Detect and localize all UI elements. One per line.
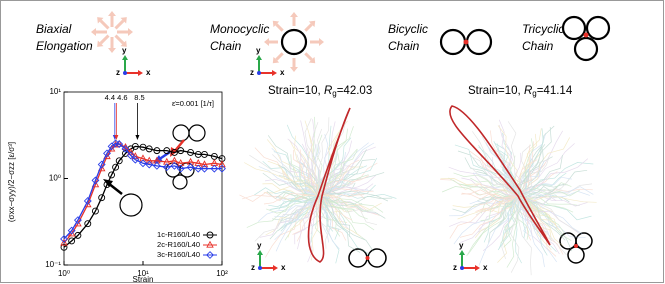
annotation-label: 4.4 (105, 93, 115, 102)
legend-label: 1c-R160/L40 (157, 230, 200, 239)
snapshot-value: =42.03 (337, 85, 373, 97)
axis-letter: x (146, 68, 151, 77)
stretch-arrow-head (128, 28, 133, 36)
stretch-arrow (101, 21, 109, 29)
stretch-arrow (101, 36, 109, 44)
axis-letter: x (280, 68, 285, 77)
annotation-label: 4.6 (117, 93, 127, 102)
snapshot-value: =41.14 (537, 85, 573, 97)
panel-title: Elongation (36, 39, 93, 53)
axis-arrow-head (459, 250, 465, 255)
axis-arrow-head (138, 70, 143, 76)
x-tick-label: 10¹ (137, 269, 149, 278)
axis-arrow-head (272, 70, 277, 76)
panel-title: Chain (522, 39, 554, 53)
axis-origin (460, 266, 464, 270)
axis-letter: z (250, 68, 254, 77)
panel-title: Bicyclic (388, 22, 428, 36)
stretch-arrow-head (290, 12, 298, 17)
axis-letter: x (483, 263, 488, 272)
junctions (366, 33, 589, 261)
stretch-arrow-head (264, 38, 269, 46)
axis-origin (258, 266, 262, 270)
stretch-arrow-head (108, 48, 116, 53)
axis-origin (123, 71, 127, 75)
snapshot-label: Strain=10, Rg=41.14 (468, 85, 573, 98)
x-tick-label: 10⁰ (58, 269, 70, 278)
axis-arrow-head (256, 55, 262, 60)
y-tick-label: 10¹ (49, 87, 61, 96)
panel-title: Tricyclic (522, 22, 564, 36)
annotation-arrow-head (135, 135, 139, 140)
rate-label: ε̇=0.001 [1/τ] (172, 99, 214, 108)
annotation-label: 8.5 (134, 93, 144, 102)
axis-arrow-head (122, 55, 128, 60)
axis-letter: z (116, 68, 120, 77)
stretch-arrow-head (319, 38, 324, 46)
snapshot-prefix: Strain=10, (268, 85, 324, 97)
axis-origin (257, 71, 261, 75)
stretch-arrow (116, 36, 124, 44)
y-tick-label: 10⁻¹ (45, 260, 61, 269)
panel-title: Chain (210, 39, 242, 53)
snapshot-prefix: Strain=10, (468, 85, 524, 97)
panel-title: Chain (388, 39, 420, 53)
panel-title: Monocyclic (210, 22, 269, 36)
stretch-arrow (276, 53, 282, 59)
stretch-arrow (116, 21, 124, 29)
axis-letter: z (453, 263, 457, 272)
stretch-arrow-head (91, 28, 96, 36)
axis-letter: y (256, 46, 261, 55)
axis-letter: y (459, 241, 464, 250)
axis-arrow-head (273, 265, 278, 271)
stretch-arrow-head (108, 11, 116, 16)
axis-arrow-head (475, 265, 480, 271)
stretch-arrow (276, 24, 282, 30)
x-tick-label: 10² (216, 269, 228, 278)
stretch-arrow (305, 53, 311, 59)
axis-letter: y (257, 241, 262, 250)
chain-snapshot (240, 117, 397, 263)
series-line (64, 144, 222, 243)
snapshot-symbol: R (524, 85, 532, 97)
axis-letter: x (281, 263, 286, 272)
axis-letter: z (251, 263, 255, 272)
y-axis-label: (σxx−σyy)/2−σzz [ε/σ³] (7, 142, 16, 222)
axis-letter: y (122, 46, 127, 55)
stretch-arrow (305, 24, 311, 30)
stretch-arrow-head (290, 67, 298, 72)
snapshot-symbol: R (324, 85, 332, 97)
panel-title: Biaxial (36, 22, 72, 36)
y-tick-label: 10⁰ (49, 174, 61, 183)
legend-marker (207, 242, 213, 248)
legend-label: 3c-R160/L40 (157, 250, 200, 259)
snapshot-label: Strain=10, Rg=42.03 (268, 85, 372, 98)
axis-arrow-head (257, 250, 263, 255)
figure: Biaxial Elongation Monocyclic Chain Bicy… (0, 0, 665, 284)
legend-label: 2c-R160/L40 (157, 240, 200, 249)
